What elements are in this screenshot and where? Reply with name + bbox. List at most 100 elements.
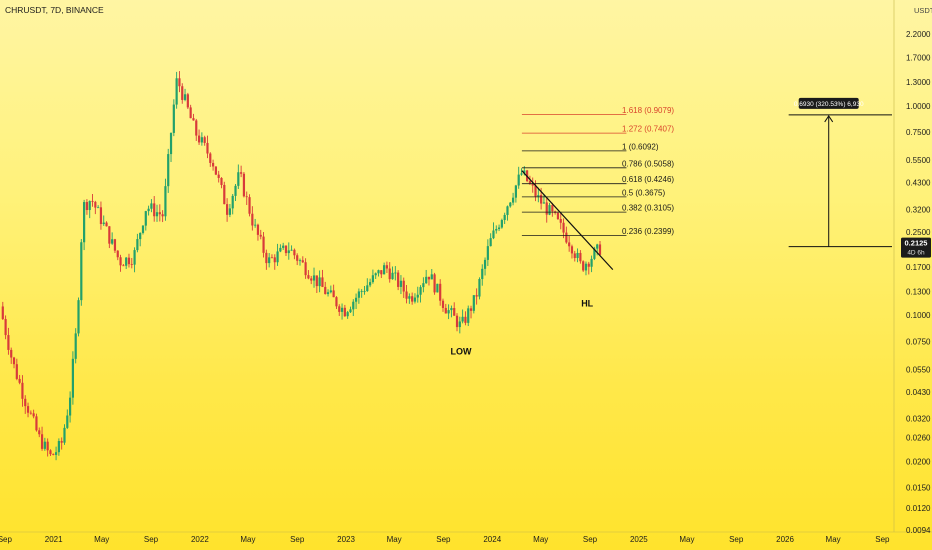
candle-body (509, 202, 512, 207)
candle-body (596, 244, 599, 249)
x-tick-label: Sep (290, 535, 305, 544)
candle (531, 177, 534, 193)
candle-body (240, 172, 243, 174)
candle (169, 132, 173, 163)
candle-body (256, 224, 260, 235)
candle (371, 269, 375, 284)
candle (24, 395, 27, 414)
price-axis[interactable]: 2.2000 1.7000 1.3000 1.0000 0.7500 0.5500 0.43… (906, 30, 931, 535)
y-tick-label: 0.3200 (906, 205, 931, 214)
candle-body (139, 232, 142, 240)
candle-body (167, 154, 170, 187)
candle (298, 258, 302, 266)
candle (136, 233, 139, 253)
candle (366, 278, 369, 292)
candle-body (332, 290, 335, 298)
candle (545, 197, 548, 223)
candle-body (259, 234, 262, 237)
price-tag-value: 0.2125 (905, 239, 928, 248)
candle-body (433, 274, 436, 293)
candle-body (66, 415, 69, 428)
candle (158, 204, 161, 222)
candle (354, 293, 358, 310)
fib-level-label: 0.786 (0.5058) (622, 159, 674, 168)
candle-body (192, 118, 195, 121)
candle-body (422, 283, 425, 288)
candle-body (265, 252, 268, 264)
y-tick-label: 0.0550 (906, 365, 931, 374)
candle-body (528, 181, 532, 184)
candle-body (175, 78, 178, 105)
candle-body (461, 316, 464, 322)
candle (290, 245, 293, 251)
candle-body (287, 250, 290, 254)
candle (582, 260, 585, 272)
candle (141, 225, 145, 235)
candle-body (548, 205, 551, 215)
candle (12, 356, 16, 369)
candle (150, 199, 153, 213)
trendline-layer[interactable] (521, 170, 614, 271)
candle-body (12, 357, 16, 365)
candle-body (439, 283, 442, 301)
candle (200, 132, 203, 146)
candle-body (363, 291, 366, 292)
candle (29, 410, 32, 415)
candle (312, 267, 316, 288)
candle-body (169, 132, 173, 155)
candle (335, 296, 338, 309)
candle-body (455, 315, 459, 328)
x-tick-label: 2026 (776, 535, 794, 544)
candle (315, 275, 318, 293)
candle (467, 305, 470, 327)
candle (301, 256, 304, 263)
candle (35, 413, 38, 432)
candle-body (324, 286, 327, 295)
candle (357, 288, 360, 304)
candle-body (338, 306, 341, 312)
candle-body (570, 246, 574, 254)
candle-body (43, 441, 46, 449)
y-tick-label: 0.0200 (906, 457, 931, 466)
candle-body (492, 230, 495, 239)
candle-body (425, 276, 428, 284)
time-axis[interactable]: Sep 2021 May Sep 2022 May Sep 2023 May Sep 2024 May… (0, 535, 890, 544)
candle (259, 229, 262, 240)
x-tick-label: May (240, 535, 255, 544)
candle (254, 218, 257, 228)
candle-body (18, 378, 21, 383)
candle-body (551, 205, 554, 212)
candle-body (394, 272, 397, 274)
candle-body (562, 222, 565, 233)
fibonacci-retracement[interactable]: 1.618 (0.9079) 1.272 (0.7407) 1 (0.6092) 0.… (521, 106, 675, 236)
candle-body (354, 297, 358, 302)
candle (40, 426, 44, 451)
candle-body (105, 222, 108, 227)
candle-body (475, 295, 478, 297)
candle (209, 152, 212, 167)
candle (279, 244, 282, 253)
candle (54, 446, 58, 461)
candle-body (383, 265, 386, 275)
descending-trendline[interactable] (521, 170, 614, 271)
x-tick-label: May (533, 535, 548, 544)
candle-body (397, 272, 400, 287)
candle (568, 235, 571, 252)
candle (18, 374, 21, 385)
candle-body (111, 239, 114, 244)
candle (21, 375, 24, 407)
candle (321, 269, 324, 288)
candle-body (593, 248, 596, 259)
candle-body (164, 186, 167, 217)
candle (374, 272, 377, 279)
candle (542, 194, 546, 204)
candle-body (582, 261, 585, 271)
candle-body (203, 137, 206, 143)
y-tick-label: 0.1000 (906, 311, 931, 320)
candle-body (388, 268, 391, 280)
candle-body (419, 287, 422, 295)
candle-body (447, 310, 450, 314)
candle (122, 264, 125, 267)
measure-tool[interactable]: 0.6930 (320.53%) 6,930 (788, 97, 892, 248)
